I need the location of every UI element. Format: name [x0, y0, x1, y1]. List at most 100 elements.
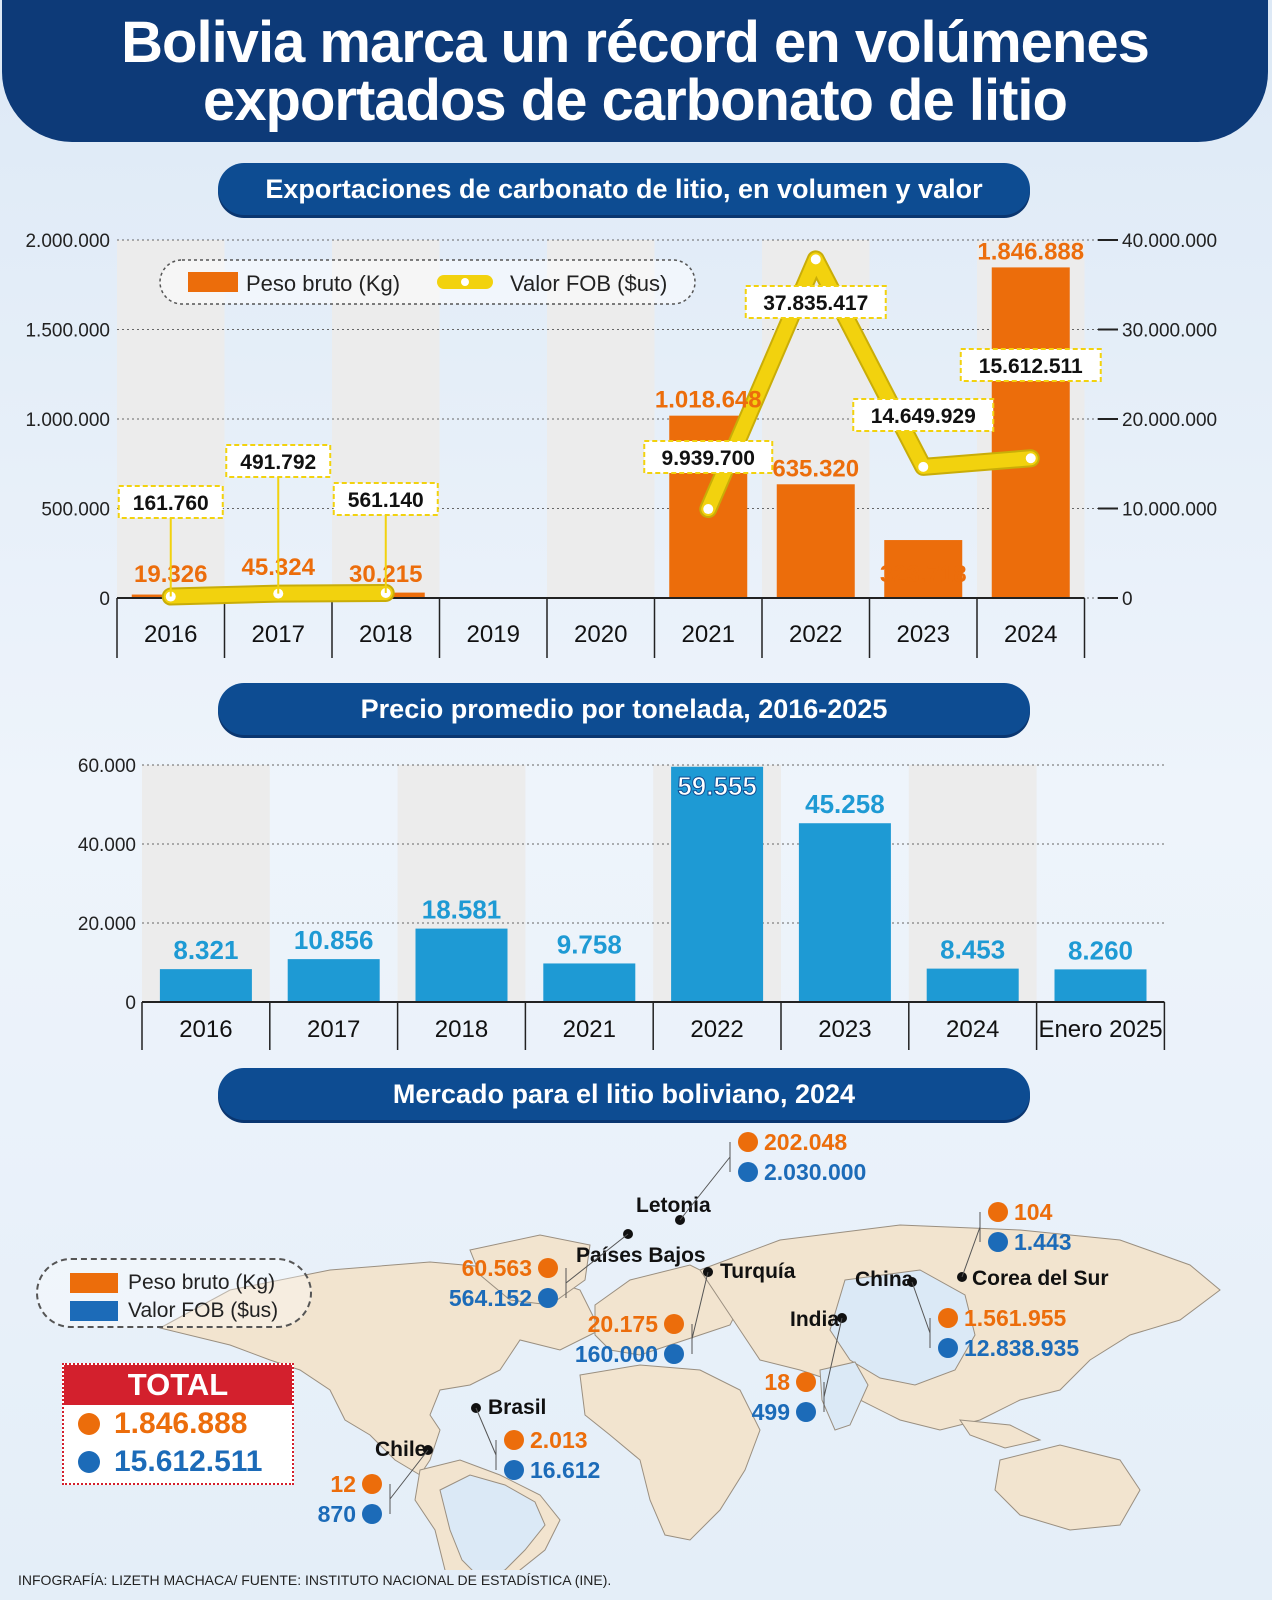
chart2-bar	[798, 823, 891, 1002]
chart1-xtick: 2017	[252, 621, 305, 648]
chart1-ytick-left: 2.000.000	[25, 231, 110, 252]
chart1-ytick-left: 1.500.000	[25, 321, 110, 342]
chart1-line-point	[918, 461, 929, 472]
price-chart: 0 20.000 40.000 60.000 2016 2017 2018 2021 2022 2…	[78, 756, 1166, 1050]
map-valor-value: 16.612	[530, 1457, 600, 1483]
chart1-xtick: 2020	[574, 621, 627, 648]
chart1-line-label: 161.760	[133, 492, 209, 515]
chart2-xtick: 2018	[435, 1016, 488, 1043]
chart2-bar	[671, 766, 764, 1002]
chart1-legend-bar-label: Peso bruto (Kg)	[246, 271, 400, 296]
chart1-xtick: 2021	[682, 621, 735, 648]
map-valor-dot	[738, 1162, 758, 1182]
chart1-bar-label: 323.718	[880, 561, 967, 588]
chart2-xtick: 2017	[307, 1016, 360, 1043]
chart1-xtick: 2022	[789, 621, 842, 648]
total-valor-row: 15.612.511	[64, 1443, 292, 1481]
section-title-price: Precio promedio por tonelada, 2016-2025	[218, 683, 1030, 735]
chart2-ytick: 20.000	[78, 914, 136, 935]
map-peso-value: 12	[330, 1471, 356, 1497]
map-peso-value: 60.563	[462, 1255, 532, 1281]
chart1-xtick: 2019	[467, 621, 520, 648]
map-country-label: China	[855, 1268, 914, 1291]
map-leader-line	[823, 1317, 843, 1412]
map-country-label: Turquía	[720, 1260, 796, 1283]
map-valor-value: 564.152	[449, 1285, 532, 1311]
map-valor-dot	[988, 1232, 1008, 1252]
total-valor: 15.612.511	[114, 1445, 263, 1478]
map-leader-line	[691, 1271, 709, 1354]
map-leader-line	[389, 1449, 429, 1514]
world-land	[158, 1224, 1221, 1570]
chart2-xtick: 2016	[179, 1016, 232, 1043]
chart1-line-point	[703, 504, 714, 515]
chart2-xtick: 2023	[818, 1016, 871, 1043]
chart1-ytick-left: 0	[99, 589, 110, 610]
chart1-line-label: 14.649.929	[871, 405, 976, 428]
map-country-label: Brasil	[488, 1396, 546, 1419]
chart1-line-label-box	[643, 440, 774, 474]
page-title-line-1: Bolivia marca un récord en volúmenes	[121, 10, 1150, 75]
chart2-bar	[1054, 969, 1147, 1002]
chart1-line-label: 491.792	[240, 451, 316, 474]
chart2-bar-label: 10.856	[294, 925, 374, 955]
chart2-ytick: 0	[125, 993, 136, 1014]
map-valor-dot	[504, 1460, 524, 1480]
chart2-bar	[159, 969, 252, 1002]
footer-credit: INFOGRAFÍA: LIZETH MACHACA/ FUENTE: INST…	[18, 1572, 612, 1588]
map-leader-line	[565, 1233, 629, 1298]
map-valor-value: 2.030.000	[764, 1159, 866, 1185]
chart2-bar-label: 8.321	[173, 935, 238, 965]
chart1-bar	[991, 267, 1070, 598]
chart1-ytick-left: 1.000.000	[25, 410, 110, 431]
chart2-bar-label: 8.260	[1068, 935, 1133, 965]
map-peso-value: 104	[1014, 1199, 1053, 1225]
chart1-line-label: 37.835.417	[763, 292, 868, 315]
chart2-xtick: 2021	[563, 1016, 616, 1043]
chart1-ytick-right: 10.000.000	[1122, 500, 1217, 521]
chart1-ytick-right: 20.000.000	[1122, 410, 1217, 431]
map-legend-peso-label: Peso bruto (Kg)	[128, 1271, 276, 1294]
chart2-xtick: 2024	[946, 1016, 999, 1043]
map-peso-dot	[538, 1258, 558, 1278]
chart1-line	[701, 252, 1038, 517]
chart1-ytick-right: 40.000.000	[1122, 231, 1217, 252]
map-country-label: Países Bajos	[576, 1244, 706, 1267]
chart1-line-label-box	[744, 285, 887, 319]
orange-dot-icon	[78, 1413, 100, 1435]
chart2-bar-label: 59.555	[677, 771, 757, 801]
map-country-label: Letonia	[636, 1194, 711, 1217]
chart1-xtick: 2023	[897, 621, 950, 648]
section-title-exports: Exportaciones de carbonato de litio, en …	[218, 163, 1030, 215]
map-valor-value: 499	[752, 1399, 790, 1425]
chart2-bar	[287, 959, 380, 1002]
chart1-line-label: 9.939.700	[662, 447, 755, 470]
chart1-bar-label: 1.846.888	[977, 238, 1084, 265]
blue-dot-icon	[78, 1451, 100, 1473]
map-valor-value: 870	[318, 1501, 356, 1527]
map-valor-dot	[538, 1288, 558, 1308]
chart1-line-point	[1025, 453, 1036, 464]
total-box: TOTAL 1.846.888 15.612.511	[62, 1363, 294, 1485]
map-valor-value: 1.443	[1014, 1229, 1072, 1255]
map-peso-dot	[362, 1474, 382, 1494]
chart2-band	[908, 765, 1037, 1002]
map-peso-dot	[938, 1308, 958, 1328]
map-peso-dot	[796, 1372, 816, 1392]
map-valor-dot	[938, 1338, 958, 1358]
map-country-label: Chile	[375, 1438, 426, 1461]
chart1-bar-label: 1.018.648	[655, 387, 762, 414]
chart1-line-label-box	[332, 482, 439, 516]
chart1-ytick-left: 500.000	[41, 500, 110, 521]
map-valor-value: 160.000	[575, 1341, 658, 1367]
chart2-xtick: Enero 2025	[1038, 1016, 1162, 1043]
chart1-bar	[884, 540, 963, 598]
chart1-bar-label: 635.320	[772, 455, 859, 482]
chart2-bar	[926, 968, 1019, 1002]
map-valor-dot	[664, 1344, 684, 1364]
map-peso-value: 1.561.955	[964, 1305, 1067, 1331]
map-country-label: India	[790, 1308, 839, 1331]
map-leader-line	[961, 1212, 981, 1278]
map-valor-dot	[362, 1504, 382, 1524]
chart1-legend-line-label: Valor FOB ($us)	[510, 271, 667, 296]
